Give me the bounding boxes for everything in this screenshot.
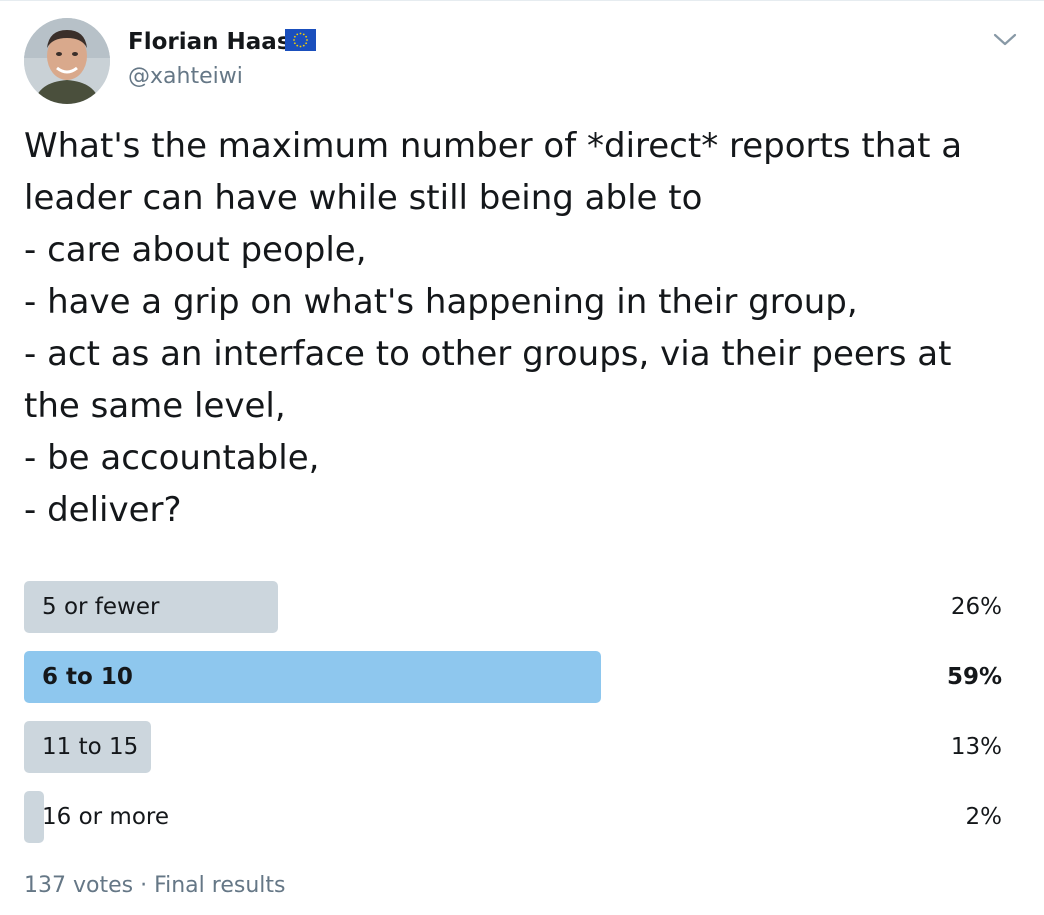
eu-flag-star <box>296 44 299 47</box>
eu-flag-star <box>293 39 295 41</box>
poll-option-percent: 59% <box>946 664 1002 690</box>
poll-option-percent: 13% <box>950 734 1002 760</box>
author-handle[interactable]: @xahteiwi <box>128 64 243 89</box>
tweet-text: What's the maximum number of *direct* re… <box>24 126 963 530</box>
author-display-name[interactable]: Florian Haas <box>128 29 291 55</box>
eu-flag-star <box>302 44 305 47</box>
eu-flag-star <box>305 42 308 45</box>
poll-option-percent: 2% <box>965 804 1003 830</box>
poll-option-label: 5 or fewer <box>42 594 160 620</box>
poll-result-bar <box>24 791 44 843</box>
eu-flag-star <box>293 35 296 38</box>
eu-flag-star <box>299 32 302 35</box>
poll-option-11-to-15[interactable]: 11 to 15 13% <box>24 721 1002 773</box>
eu-flag-star <box>293 42 296 45</box>
poll-option-label: 6 to 10 <box>42 664 133 690</box>
chevron-down-icon[interactable] <box>992 30 1018 48</box>
poll-result-bar <box>24 581 278 633</box>
eu-flag-star <box>305 35 308 38</box>
poll-option-16-or-more[interactable]: 16 or more 2% <box>24 791 1002 843</box>
avatar-image <box>24 18 110 104</box>
poll-option-6-to-10[interactable]: 6 to 10 59% <box>24 651 1002 703</box>
poll-option-label: 11 to 15 <box>42 734 139 760</box>
eu-flag-star <box>302 33 305 36</box>
poll-option-percent: 26% <box>950 594 1002 620</box>
eu-flag-star <box>296 33 299 36</box>
poll-result-bar <box>24 721 151 773</box>
poll-footer: 137 votes · Final results <box>24 873 286 898</box>
eu-flag-star <box>299 45 302 48</box>
eu-flag-star <box>306 39 308 41</box>
eu-flag-icon <box>285 29 316 51</box>
poll-result-bar <box>24 651 601 703</box>
poll-option-label: 16 or more <box>42 804 169 830</box>
poll: 5 or fewer 26% 6 to 10 59% 11 to 15 13% … <box>24 581 1002 861</box>
top-divider <box>0 0 1044 1</box>
poll-option-5-or-fewer[interactable]: 5 or fewer 26% <box>24 581 1002 633</box>
avatar[interactable] <box>24 18 110 104</box>
